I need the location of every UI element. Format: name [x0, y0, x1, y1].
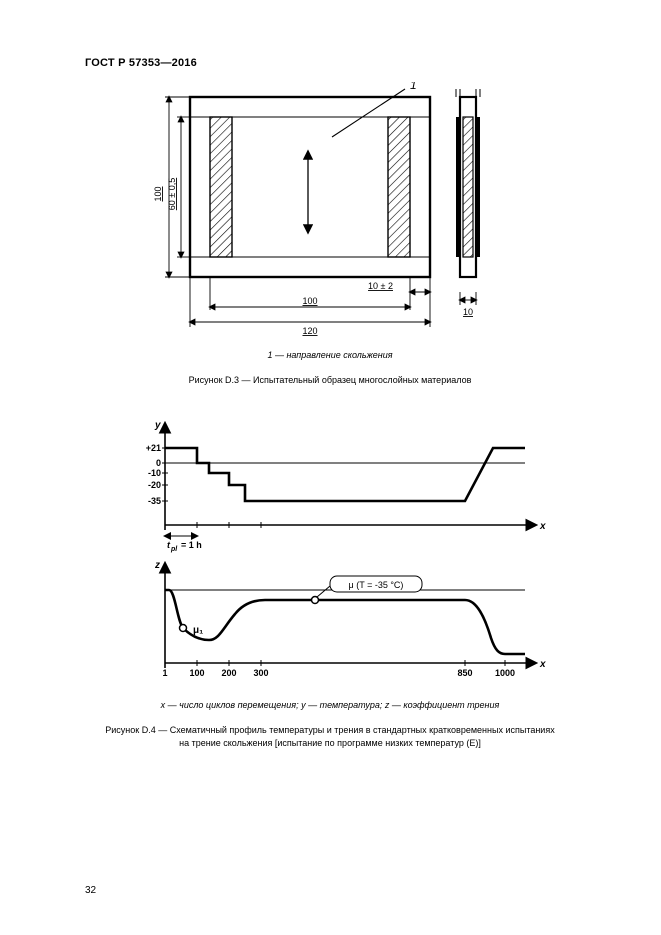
svg-text:100: 100 — [189, 668, 204, 678]
mu-bubble: μ (T = -35 °C) — [349, 580, 404, 590]
svg-text:-35: -35 — [148, 496, 161, 506]
svg-text:300: 300 — [253, 668, 268, 678]
svg-text:200: 200 — [221, 668, 236, 678]
svg-text:pl: pl — [170, 546, 178, 553]
page: ГОСТ Р 57353—2016 32 — [0, 0, 661, 935]
dim-w-100: 100 — [302, 296, 317, 306]
svg-text:= 1 h: = 1 h — [181, 540, 202, 550]
svg-text:0: 0 — [156, 458, 161, 468]
svg-text:850: 850 — [457, 668, 472, 678]
page-number: 32 — [85, 885, 96, 896]
figd4-axis-legend: x — число циклов перемещения; y — темпер… — [85, 700, 575, 710]
dim-h-100: 100 — [153, 186, 163, 201]
figure-d3-svg: 1 10 — [115, 82, 545, 352]
figd4-caption-2: на трение скольжения [испытание по прогр… — [65, 738, 595, 748]
figure-d4: y x +21 0 -10 -20 -35 — [130, 420, 550, 700]
callout-1: 1 — [410, 82, 417, 92]
figure-d3: 1 10 — [115, 82, 545, 377]
figd3-legend: 1 — направление скольжения — [85, 350, 575, 360]
mu1-label: μ₁ — [193, 625, 203, 636]
svg-text:+21: +21 — [146, 443, 161, 453]
svg-text:-10: -10 — [148, 468, 161, 478]
x-label-bot: x — [539, 659, 546, 670]
figure-d4-svg: y x +21 0 -10 -20 -35 — [130, 420, 550, 700]
dim-gap: 10 ± 2 — [368, 281, 393, 291]
figd3-caption: Рисунок D.3 — Испытательный образец мног… — [85, 375, 575, 385]
x-label-top: x — [539, 521, 546, 532]
dim-w-120: 120 — [302, 326, 317, 336]
dim-h-60: 60 ± 0,5 — [167, 178, 177, 210]
svg-text:-20: -20 — [148, 480, 161, 490]
z-label: z — [154, 560, 160, 571]
dim-side-10: 10 — [463, 307, 473, 317]
figd4-caption-1: Рисунок D.4 — Схематичный профиль темпер… — [65, 725, 595, 735]
svg-text:1000: 1000 — [495, 668, 515, 678]
doc-header: ГОСТ Р 57353—2016 — [85, 57, 197, 69]
y-label-top: y — [154, 420, 161, 431]
svg-text:1: 1 — [162, 668, 167, 678]
